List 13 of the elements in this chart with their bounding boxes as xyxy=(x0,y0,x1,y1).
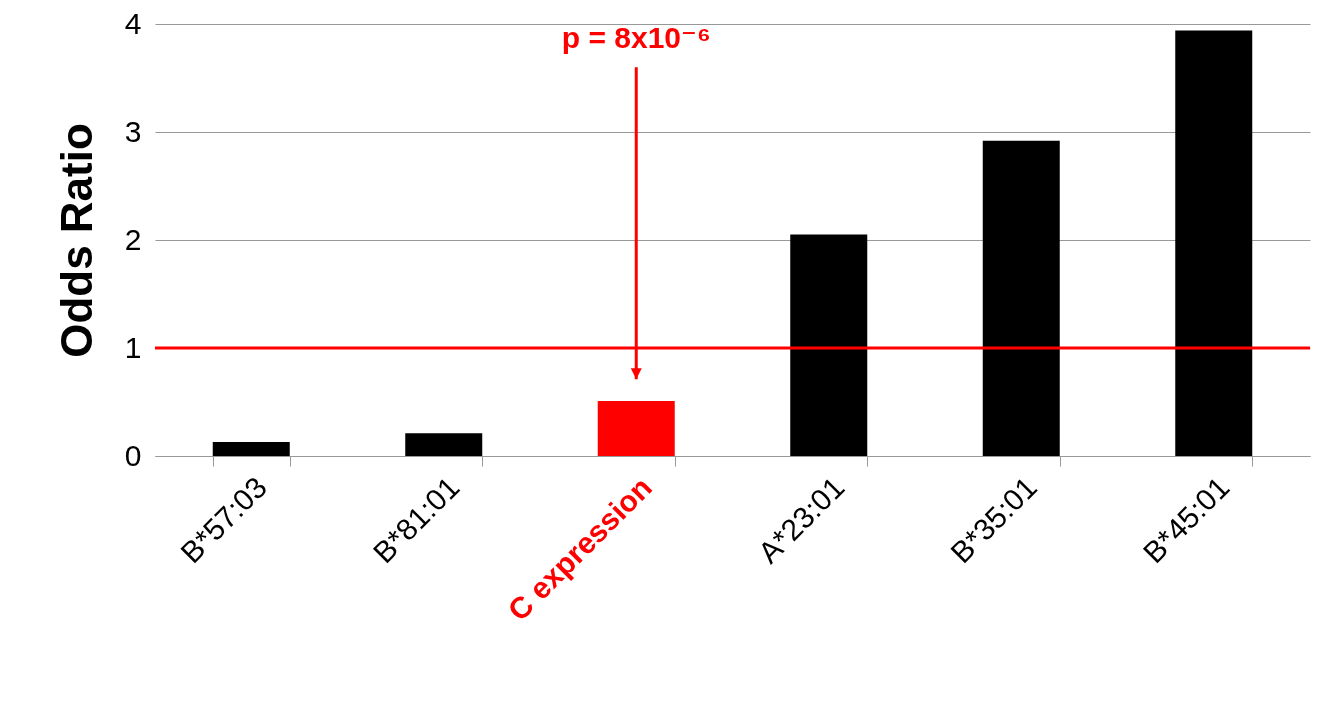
bar xyxy=(405,433,483,456)
bar xyxy=(1175,30,1253,456)
y-tick-label: 4 xyxy=(124,6,142,40)
y-tick-label: 1 xyxy=(124,330,142,364)
y-tick-label: 0 xyxy=(124,438,142,472)
y-tick-label: 2 xyxy=(124,222,142,256)
bar xyxy=(982,140,1060,456)
annotation: p = 8x10⁻⁶ xyxy=(561,21,711,55)
y-axis-title: Odds Ratio xyxy=(51,123,101,358)
bar xyxy=(597,400,675,456)
y-tick-label: 3 xyxy=(124,114,142,148)
bar xyxy=(212,441,290,456)
bar xyxy=(790,234,868,456)
